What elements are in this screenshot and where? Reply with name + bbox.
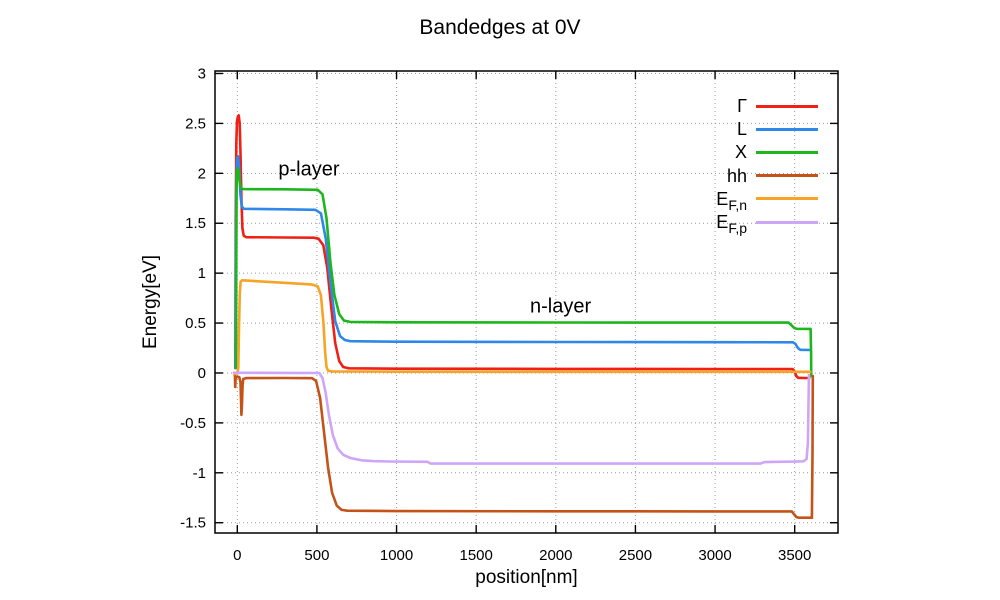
- legend-label: EF,n: [716, 188, 747, 213]
- x-tick-label: 1000: [380, 547, 413, 564]
- legend-label: X: [734, 142, 747, 163]
- legend-line-sample: [756, 127, 818, 131]
- legend-line-sample: [756, 104, 818, 108]
- y-tick-label: 0: [198, 365, 206, 382]
- x-tick-label: 3000: [698, 547, 731, 564]
- legend-line-sample: [756, 174, 818, 178]
- legend-label: Γ: [737, 96, 747, 116]
- legend-entry-X: X: [585, 141, 818, 164]
- y-tick-label: 2.5: [185, 115, 206, 132]
- legend-label: hh: [726, 165, 747, 186]
- y-tick-label: 2: [198, 165, 206, 182]
- series-line-Γ: [234, 114, 811, 380]
- annotation-n-layer: n-layer: [530, 295, 592, 318]
- legend-line-sample: [756, 150, 818, 154]
- series-line-EF,p: [232, 371, 811, 465]
- x-tick-label: 500: [304, 547, 329, 564]
- legend-entry-hh: hh: [585, 164, 818, 187]
- x-axis-label: position[nm]: [475, 567, 578, 588]
- y-tick-label: -0.5: [180, 415, 206, 432]
- legend-entry-EF,n: EF,n: [585, 187, 818, 213]
- legend-label: EF,p: [716, 212, 747, 236]
- x-tick-label: 0: [233, 547, 241, 564]
- y-tick-label: 1: [198, 265, 206, 282]
- series-line-EF,n: [233, 278, 812, 376]
- plot-border: [214, 70, 839, 534]
- series-line-hh: [232, 371, 815, 520]
- annotation-p-layer: p-layer: [278, 158, 340, 181]
- series-line-X: [234, 167, 813, 378]
- series-line-L: [234, 155, 812, 370]
- y-tick-label: -1.5: [180, 515, 206, 532]
- legend-line-sample: [756, 197, 818, 201]
- legend-entry-Γ: Γ: [585, 95, 818, 118]
- legend-entry-L: L: [585, 118, 818, 141]
- x-tick-label: 1500: [459, 547, 492, 564]
- y-tick-label: 3: [198, 65, 206, 82]
- y-tick-label: -1: [193, 465, 206, 482]
- y-axis-label: Energy[eV]: [140, 255, 161, 349]
- x-tick-label: 2000: [539, 547, 572, 564]
- legend-label: L: [736, 119, 747, 140]
- y-tick-label: 0.5: [185, 315, 206, 332]
- x-tick-label: 2500: [619, 547, 652, 564]
- legend-line-sample: [756, 220, 818, 224]
- x-tick-label: 3500: [778, 547, 811, 564]
- chart-title: Bandedges at 0V: [419, 16, 581, 39]
- legend-entry-EF,p: EF,p: [585, 211, 818, 236]
- y-tick-label: 1.5: [185, 215, 206, 232]
